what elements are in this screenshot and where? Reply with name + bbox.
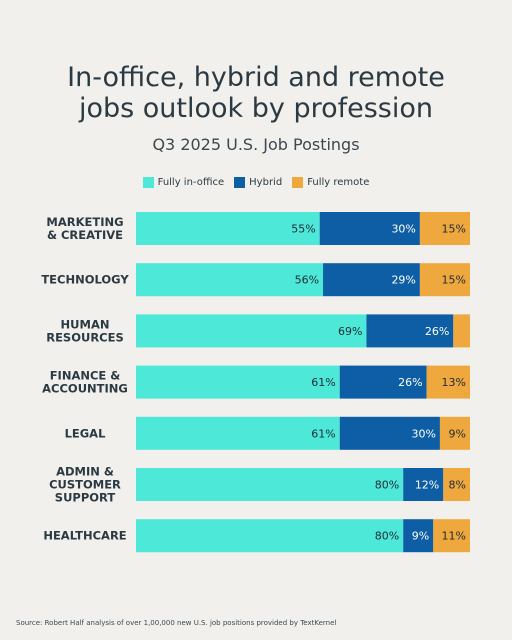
bar-segment-in-office — [136, 519, 404, 553]
value-label-hybrid: 12% — [415, 479, 439, 492]
chart-subtitle: Q3 2025 U.S. Job Postings — [152, 135, 360, 154]
bar-segment-in-office — [136, 263, 324, 297]
bar-segment-in-office — [136, 212, 320, 245]
legend-swatch-in-office — [142, 177, 154, 188]
value-label-hybrid: 26% — [425, 325, 449, 338]
legend-item-hybrid: Hybrid — [234, 177, 282, 188]
bar-segment-remote — [419, 212, 470, 245]
value-label-remote: 8% — [449, 479, 466, 492]
source-note: Source: Robert Half analysis of over 1,0… — [16, 619, 337, 627]
bar-segment-remote — [433, 519, 470, 553]
legend-label-remote: Fully remote — [307, 177, 370, 188]
legend-item-remote: Fully remote — [292, 177, 369, 188]
bar-segment-hybrid — [323, 263, 420, 297]
value-label-remote: 15% — [442, 223, 466, 236]
category-label: MARKETING & CREATIVE — [46, 215, 123, 242]
category-label: FINANCE & ACCOUNTING — [42, 369, 128, 396]
bar-segment-remote — [453, 314, 470, 348]
category-label: LEGAL — [65, 426, 107, 440]
bar-segment-remote — [443, 468, 470, 501]
legend-swatch-remote — [292, 177, 304, 188]
bar-segment-hybrid — [403, 519, 434, 553]
bar-segment-hybrid — [403, 468, 444, 501]
value-label-hybrid: 9% — [412, 530, 429, 543]
bar-segment-hybrid — [366, 314, 454, 348]
value-label-in-office: 69% — [338, 325, 362, 338]
value-label-remote: 13% — [442, 376, 466, 389]
bar-segment-hybrid — [319, 212, 420, 245]
category-label: TECHNOLOGY — [41, 273, 129, 287]
bar-segment-remote — [426, 365, 470, 399]
bar-segment-hybrid — [339, 416, 440, 450]
chart-title: In-office, hybrid and remote jobs outloo… — [0, 62, 512, 124]
value-label-in-office: 61% — [311, 427, 335, 440]
bar-segment-remote — [439, 416, 470, 450]
chart-title-line-2: jobs outlook by profession — [78, 93, 434, 124]
bar-segment-remote — [419, 263, 470, 297]
legend: Fully in-office Hybrid Fully remote — [0, 177, 512, 188]
bar-segment-in-office — [136, 314, 367, 348]
legend-label-in-office: Fully in-office — [157, 177, 225, 188]
category-label: HEALTHCARE — [43, 529, 126, 543]
legend-item-in-office: Fully in-office — [142, 177, 225, 188]
value-label-in-office: 80% — [375, 479, 399, 492]
value-label-hybrid: 30% — [411, 427, 435, 440]
value-label-in-office: 80% — [375, 530, 399, 543]
value-label-in-office: 56% — [295, 274, 319, 287]
bar-segment-in-office — [136, 468, 404, 501]
bar-segment-hybrid — [339, 365, 427, 399]
value-label-hybrid: 26% — [398, 376, 422, 389]
category-label: HUMAN RESOURCES — [46, 317, 124, 344]
value-label-in-office: 61% — [311, 376, 335, 389]
legend-swatch-hybrid — [234, 177, 246, 188]
value-label-hybrid: 29% — [391, 274, 415, 287]
value-label-remote: 9% — [449, 427, 466, 440]
legend-label-hybrid: Hybrid — [249, 177, 283, 188]
value-label-in-office: 55% — [291, 223, 315, 236]
value-label-remote: 15% — [442, 274, 466, 287]
value-label-hybrid: 30% — [391, 223, 415, 236]
bar-segment-in-office — [136, 365, 340, 399]
value-label-remote: 11% — [442, 530, 466, 543]
category-label: ADMIN & CUSTOMER SUPPORT — [49, 465, 121, 505]
chart-title-line-1: In-office, hybrid and remote — [67, 62, 445, 93]
bar-segment-in-office — [136, 416, 340, 450]
